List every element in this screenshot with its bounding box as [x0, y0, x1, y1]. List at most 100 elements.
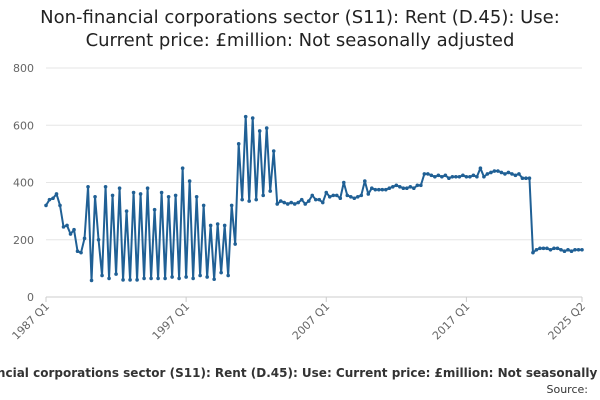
data-point — [86, 184, 90, 189]
data-point — [576, 247, 581, 252]
data-point — [380, 187, 385, 192]
data-point — [184, 275, 188, 279]
data-point — [359, 193, 364, 198]
data-point — [159, 190, 164, 195]
data-point — [524, 176, 528, 181]
y-tick-label: 0 — [27, 291, 34, 304]
data-point — [54, 192, 59, 196]
data-point — [398, 184, 402, 189]
data-point — [334, 193, 339, 198]
data-point — [426, 172, 430, 176]
data-point — [387, 186, 392, 191]
data-point — [285, 202, 290, 206]
data-point — [289, 200, 294, 205]
data-point — [264, 126, 269, 130]
y-tick-label: 400 — [13, 177, 34, 190]
data-point — [320, 200, 325, 205]
data-point — [208, 223, 213, 228]
data-point — [44, 203, 48, 208]
series-layer — [44, 114, 584, 283]
data-point — [65, 223, 69, 228]
data-point — [548, 247, 553, 252]
data-point — [492, 169, 497, 173]
series-line — [45, 115, 582, 282]
data-point — [541, 246, 546, 251]
data-point — [271, 149, 276, 153]
data-point — [461, 173, 465, 178]
data-point — [341, 180, 346, 185]
data-point — [75, 249, 80, 253]
data-point — [68, 232, 73, 236]
data-point — [173, 193, 178, 198]
data-point — [103, 184, 108, 189]
x-tick-label: 2025 Q2 — [546, 300, 589, 343]
data-point — [110, 193, 115, 198]
data-point — [303, 202, 308, 206]
data-point — [100, 273, 104, 278]
data-point — [443, 173, 448, 178]
data-point — [345, 193, 350, 198]
data-point — [313, 197, 318, 202]
data-point — [47, 197, 52, 202]
data-point — [142, 276, 146, 281]
data-point — [229, 203, 234, 208]
data-point — [212, 277, 216, 282]
data-point — [93, 195, 97, 199]
data-point — [408, 184, 413, 189]
data-point — [436, 173, 441, 178]
data-point — [352, 196, 357, 201]
data-point — [471, 173, 476, 178]
data-point — [419, 183, 423, 188]
data-point — [324, 190, 329, 195]
data-point — [338, 196, 343, 201]
data-point — [513, 173, 518, 178]
data-point — [306, 199, 311, 203]
data-point — [114, 272, 118, 276]
data-point — [327, 195, 332, 199]
data-point — [545, 246, 549, 251]
data-point — [299, 197, 304, 202]
data-point — [370, 186, 374, 191]
data-point — [166, 195, 171, 199]
data-point — [128, 278, 132, 282]
data-point — [562, 249, 567, 253]
data-point — [377, 187, 381, 192]
data-point — [422, 172, 427, 176]
data-point — [233, 242, 237, 246]
data-point — [163, 276, 167, 281]
data-point — [222, 223, 227, 228]
data-point — [573, 247, 577, 252]
data-point — [152, 207, 157, 212]
data-point — [156, 276, 160, 281]
data-point — [415, 183, 420, 188]
data-point — [240, 197, 244, 202]
data-point — [447, 176, 451, 181]
data-point — [107, 276, 111, 281]
data-point — [58, 203, 62, 208]
y-tick-label: 600 — [13, 119, 34, 132]
data-point — [373, 187, 378, 192]
data-point — [566, 247, 570, 252]
data-point — [394, 183, 399, 188]
chart-title-line-2: Current price: £million: Not seasonally … — [86, 30, 515, 51]
data-point — [468, 174, 472, 179]
x-tick-label: 2017 Q1 — [430, 300, 473, 343]
data-point — [366, 192, 371, 196]
data-point — [405, 186, 409, 191]
data-point — [219, 270, 223, 275]
data-point — [503, 172, 507, 176]
data-point — [454, 174, 458, 179]
data-point — [226, 273, 230, 278]
data-point — [457, 174, 462, 179]
data-point — [450, 174, 455, 179]
data-point — [149, 276, 153, 281]
data-point — [275, 202, 280, 206]
data-point — [296, 200, 301, 205]
data-point — [482, 174, 486, 179]
data-point — [194, 195, 199, 199]
data-point — [412, 186, 416, 191]
data-point — [499, 170, 504, 175]
data-point — [580, 247, 584, 252]
data-point — [433, 174, 437, 179]
